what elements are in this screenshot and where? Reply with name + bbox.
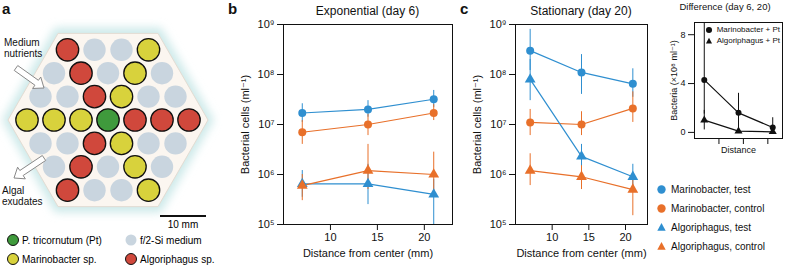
svg-text:10⁷: 10⁷	[490, 118, 506, 130]
svg-text:Distance from center (mm): Distance from center (mm)	[516, 247, 646, 259]
svg-text:Bacterial cells (ml⁻¹): Bacterial cells (ml⁻¹)	[239, 75, 251, 174]
svg-text:20: 20	[418, 231, 430, 243]
html-text:Difference (day 6, 20): Difference (day 6, 20)	[679, 1, 771, 12]
svg-text:10 mm: 10 mm	[168, 219, 199, 230]
html-text:Exponential (day 6): Exponential (day 6)	[315, 4, 420, 18]
svg-text:Bacteria (×10⁸ ml⁻¹): Bacteria (×10⁸ ml⁻¹)	[669, 40, 679, 120]
html-text:Stationary (day 20): Stationary (day 20)	[530, 4, 632, 18]
html-text:Marinobacter + Pt: Marinobacter + Pt	[716, 25, 780, 34]
html-text:Algoriphagus, test: Algoriphagus, test	[671, 222, 752, 233]
svg-text:10⁵: 10⁵	[258, 218, 275, 230]
svg-text:15: 15	[583, 231, 595, 243]
svg-text:Mediumnutrients: Mediumnutrients	[4, 37, 42, 59]
svg-text:10⁵: 10⁵	[490, 218, 507, 230]
html-text:Algoriphagus, control: Algoriphagus, control	[671, 241, 765, 252]
svg-text:10⁸: 10⁸	[258, 68, 275, 80]
html-text:Algoriphagus + Pt: Algoriphagus + Pt	[716, 36, 780, 45]
svg-text:Algoriphagus sp.: Algoriphagus sp.	[140, 254, 215, 265]
svg-text:10: 10	[324, 231, 336, 243]
svg-text:Distance: Distance	[721, 145, 756, 155]
svg-text:20: 20	[619, 231, 631, 243]
svg-text:15: 15	[371, 231, 383, 243]
svg-text:P. tricornutum (Pt): P. tricornutum (Pt)	[22, 235, 102, 246]
svg-text:10⁹: 10⁹	[490, 18, 507, 30]
svg-text:4: 4	[680, 78, 685, 88]
svg-text:8: 8	[680, 30, 685, 40]
svg-text:10⁷: 10⁷	[258, 118, 274, 130]
html-text:Marinobacter, test: Marinobacter, test	[671, 184, 751, 195]
svg-text:10: 10	[546, 231, 558, 243]
svg-text:Distance from center (mm): Distance from center (mm)	[303, 247, 433, 259]
svg-text:10⁹: 10⁹	[258, 18, 275, 30]
svg-text:10⁶: 10⁶	[490, 168, 507, 180]
svg-text:Bacterial cells (ml⁻¹): Bacterial cells (ml⁻¹)	[471, 75, 483, 174]
html-text:b: b	[228, 0, 238, 17]
svg-text:Algalexudates: Algalexudates	[2, 185, 43, 207]
html-text:Marinobacter, control: Marinobacter, control	[671, 203, 765, 214]
svg-text:Marinobacter sp.: Marinobacter sp.	[22, 254, 96, 265]
html-text:c: c	[460, 0, 469, 17]
html-text:a: a	[2, 0, 11, 17]
svg-text:10⁶: 10⁶	[258, 168, 275, 180]
svg-text:10⁸: 10⁸	[490, 68, 507, 80]
svg-text:f/2-Si medium: f/2-Si medium	[140, 235, 202, 246]
svg-text:0: 0	[680, 127, 685, 137]
